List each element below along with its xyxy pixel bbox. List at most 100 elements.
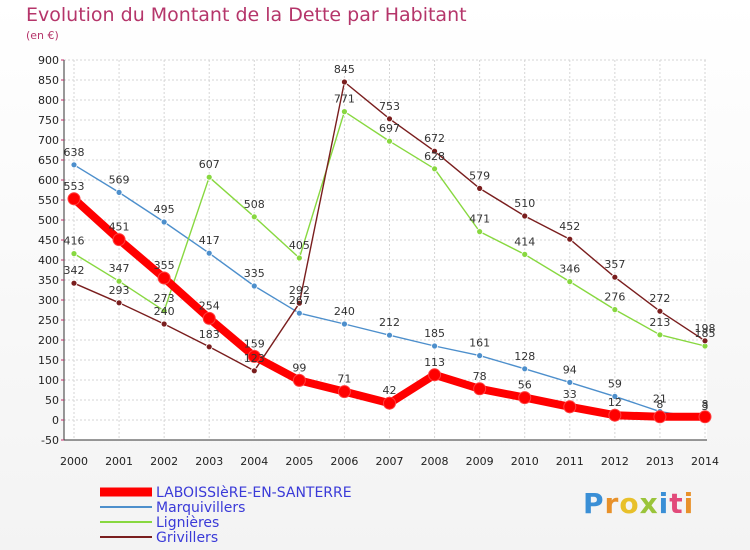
data-point-3 (476, 184, 484, 192)
y-tick-label: 800 (38, 94, 59, 107)
data-point-0 (67, 192, 81, 206)
data-point-3 (250, 367, 258, 375)
data-point-0 (608, 408, 622, 422)
data-label-0: 553 (64, 180, 85, 193)
logo-letter: i (683, 487, 695, 520)
y-tick-label: 50 (45, 394, 59, 407)
legend-label-1: Marquivillers (156, 500, 245, 516)
data-point-1 (160, 218, 168, 226)
data-label-2: 508 (244, 198, 265, 211)
y-tick-label: 500 (38, 214, 59, 227)
data-point-2 (341, 108, 348, 115)
data-label-2: 771 (334, 93, 355, 106)
data-label-2: 607 (199, 158, 220, 171)
data-label-1: 94 (563, 363, 577, 376)
data-point-2 (205, 173, 213, 181)
data-point-2 (160, 307, 168, 315)
x-tick-label: 2009 (466, 455, 494, 468)
data-label-3: 183 (199, 328, 220, 341)
data-label-0: 355 (154, 259, 175, 272)
data-point-0 (292, 373, 306, 387)
data-label-2: 276 (604, 291, 625, 304)
logo-letter: P (583, 487, 605, 520)
data-label-1: 638 (64, 146, 85, 159)
data-point-2 (70, 250, 78, 258)
y-tick-label: 200 (38, 334, 59, 347)
data-point-2 (476, 228, 484, 236)
plot-area (64, 60, 707, 440)
grid (64, 59, 707, 441)
data-label-3: 123 (244, 352, 265, 365)
y-tick-label: 650 (38, 154, 59, 167)
data-point-1 (205, 249, 213, 257)
x-tick-label: 2012 (601, 455, 629, 468)
data-label-2: 405 (289, 239, 310, 252)
data-point-3 (566, 235, 574, 243)
data-label-1: 3 (702, 400, 709, 413)
data-label-0: 8 (656, 398, 663, 411)
data-point-0 (337, 385, 351, 399)
data-point-3 (701, 337, 709, 345)
y-tick-label: 0 (52, 414, 59, 427)
y-tick-label: 250 (38, 314, 59, 327)
x-tick-label: 2011 (556, 455, 584, 468)
data-label-3: 293 (109, 284, 130, 297)
data-label-1: 161 (469, 337, 490, 350)
data-point-0 (383, 396, 396, 410)
data-point-3 (115, 299, 123, 307)
data-point-0 (202, 311, 216, 325)
data-point-3 (295, 299, 303, 307)
data-point-2 (656, 331, 664, 339)
y-tick-label: 100 (38, 374, 59, 387)
data-point-1 (341, 320, 348, 328)
data-point-1 (295, 309, 303, 317)
data-point-0 (247, 349, 261, 363)
y-tick-label: 450 (38, 234, 59, 247)
data-point-3 (70, 279, 78, 287)
data-point-1 (431, 342, 438, 350)
data-point-2 (386, 137, 393, 145)
data-label-2: 346 (559, 263, 580, 276)
y-tick-label: 750 (38, 114, 59, 127)
data-label-2: 185 (695, 327, 716, 340)
data-label-1: 569 (109, 173, 130, 186)
data-label-2: 416 (64, 235, 85, 248)
y-tick-label: 150 (38, 354, 59, 367)
data-label-0: 56 (518, 379, 532, 392)
data-label-3: 510 (514, 197, 535, 210)
data-point-0 (518, 391, 532, 405)
data-label-1: 21 (653, 393, 667, 406)
data-point-1 (115, 188, 123, 196)
series-layer (67, 78, 712, 424)
data-label-2: 213 (649, 316, 670, 329)
y-tick-label: 900 (38, 54, 59, 67)
data-point-3 (656, 307, 664, 315)
legend-label-0: LABOISSIèRE-EN-SANTERRE (156, 485, 352, 501)
data-label-0: 113 (424, 356, 445, 369)
data-label-3: 672 (424, 132, 445, 145)
chart-subtitle: (en €) (26, 29, 59, 42)
data-point-1 (476, 352, 484, 360)
data-point-3 (521, 212, 529, 220)
data-label-1: 185 (424, 327, 445, 340)
data-label-3: 198 (695, 322, 716, 335)
data-point-0 (653, 410, 667, 424)
data-label-0: 99 (292, 361, 306, 374)
data-point-3 (386, 115, 393, 123)
data-point-1 (566, 378, 574, 386)
data-label-3: 579 (469, 169, 490, 182)
legend-label-3: Grivillers (156, 530, 218, 546)
data-label-3: 342 (64, 264, 85, 277)
data-point-2 (566, 278, 574, 286)
x-tick-label: 2006 (330, 455, 358, 468)
y-tick-label: 850 (38, 74, 59, 87)
data-label-0: 71 (337, 373, 351, 386)
y-tick-label: 600 (38, 174, 59, 187)
data-point-3 (611, 273, 619, 281)
data-label-0: 451 (109, 221, 130, 234)
data-point-1 (611, 392, 619, 400)
legend: LABOISSIèRE-EN-SANTERREMarquivillersLign… (100, 485, 352, 546)
data-label-3: 357 (604, 258, 625, 271)
data-label-2: 347 (109, 262, 130, 275)
